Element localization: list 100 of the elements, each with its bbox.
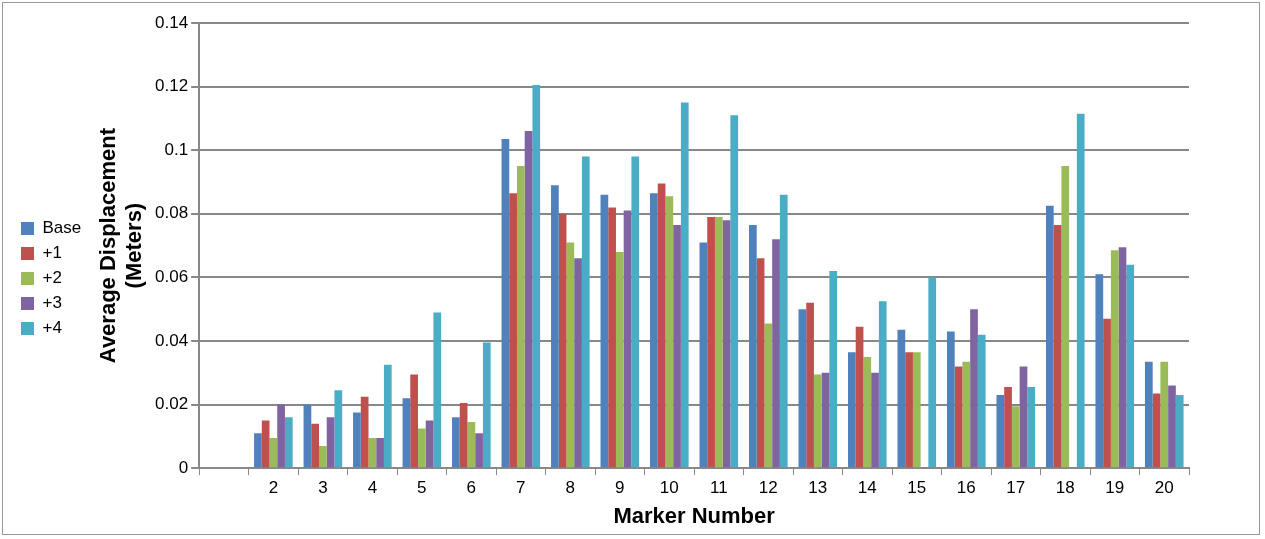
x-tick-label: 17 xyxy=(1006,478,1026,498)
bar xyxy=(657,183,666,468)
bar xyxy=(368,437,377,468)
bar xyxy=(779,194,788,468)
x-tick-label: 19 xyxy=(1105,478,1125,498)
bar xyxy=(1175,395,1184,468)
x-tick-label: 2 xyxy=(268,478,279,498)
bar xyxy=(501,139,510,468)
bar xyxy=(1160,361,1169,468)
x-tick-label: 3 xyxy=(318,478,328,498)
bar xyxy=(996,395,1005,468)
bar xyxy=(730,115,739,468)
x-tick-label: 8 xyxy=(565,478,576,498)
bar xyxy=(383,364,392,468)
y-tick-label: 0.12 xyxy=(155,76,189,96)
legend-label: +4 xyxy=(42,318,62,338)
bar xyxy=(1095,274,1104,468)
bar xyxy=(433,312,442,468)
bar xyxy=(615,251,624,468)
bar xyxy=(749,224,757,468)
bar xyxy=(1027,387,1036,468)
bar xyxy=(326,417,335,468)
x-tick-label: 15 xyxy=(907,478,927,498)
x-tick-label: 12 xyxy=(758,478,778,498)
bar xyxy=(376,437,384,468)
x-tick-label: 10 xyxy=(659,478,679,498)
x-tick-label: 16 xyxy=(956,478,976,498)
bar xyxy=(699,242,708,468)
bar xyxy=(680,102,689,468)
y-tick-label: 0.1 xyxy=(164,139,189,159)
x-tick-label: 5 xyxy=(417,478,427,498)
bar xyxy=(319,445,327,468)
x-tick-label: 7 xyxy=(516,478,526,498)
x-tick-label: 14 xyxy=(857,478,877,498)
bar xyxy=(847,352,856,468)
bar xyxy=(459,403,468,468)
bar xyxy=(566,242,575,468)
bar xyxy=(878,301,887,468)
bar xyxy=(631,156,640,468)
bar xyxy=(1076,113,1085,468)
x-tick-label: 18 xyxy=(1055,478,1075,498)
bar xyxy=(829,271,838,468)
x-tick-label: 4 xyxy=(367,478,378,498)
bar xyxy=(806,302,814,468)
legend-label: +2 xyxy=(42,268,62,288)
bar xyxy=(855,326,864,468)
bar xyxy=(581,156,590,468)
bar xyxy=(509,193,517,468)
bar xyxy=(954,366,963,468)
bar xyxy=(600,194,609,468)
bar xyxy=(977,334,986,468)
bar xyxy=(970,309,978,468)
bar xyxy=(608,207,616,468)
bar xyxy=(574,258,582,468)
bar xyxy=(551,185,559,468)
bar xyxy=(928,277,937,468)
bar xyxy=(360,396,369,468)
bar xyxy=(1144,361,1153,468)
y-tick-label: 0.04 xyxy=(155,330,189,350)
bar xyxy=(269,437,278,468)
bar xyxy=(311,423,320,468)
bar xyxy=(863,356,872,468)
bar xyxy=(558,213,567,468)
bar xyxy=(764,323,773,468)
bar xyxy=(962,361,971,468)
x-tick-label: 9 xyxy=(615,478,625,498)
bar xyxy=(673,224,681,468)
legend-label: Base xyxy=(42,218,82,238)
bar xyxy=(402,398,411,468)
bar xyxy=(482,342,491,468)
bar xyxy=(1019,366,1028,468)
y-axis-title: Average Displacement (Meters) xyxy=(94,127,146,364)
y-tick-label: 0 xyxy=(178,457,189,477)
bar xyxy=(1110,250,1119,468)
bar xyxy=(871,372,879,468)
bar xyxy=(277,404,285,468)
bar xyxy=(756,258,765,468)
bar xyxy=(417,428,426,468)
bar xyxy=(905,352,913,468)
bar xyxy=(1126,264,1135,468)
bar xyxy=(772,239,780,468)
bar xyxy=(1152,393,1161,468)
x-tick-label: 6 xyxy=(466,478,477,498)
legend-label: +1 xyxy=(42,243,62,263)
bar xyxy=(516,166,525,468)
bar xyxy=(475,433,483,468)
x-tick-label: 20 xyxy=(1154,478,1174,498)
bar xyxy=(410,374,418,468)
bar xyxy=(532,85,541,468)
bar xyxy=(1011,406,1020,468)
bar xyxy=(650,193,658,468)
bar xyxy=(1061,166,1070,468)
bar xyxy=(452,417,460,468)
bar xyxy=(897,329,906,468)
bar xyxy=(353,412,361,468)
bar xyxy=(303,404,312,468)
bar xyxy=(714,216,723,468)
bar xyxy=(524,131,533,468)
bar xyxy=(1045,205,1054,468)
bar xyxy=(722,220,731,468)
